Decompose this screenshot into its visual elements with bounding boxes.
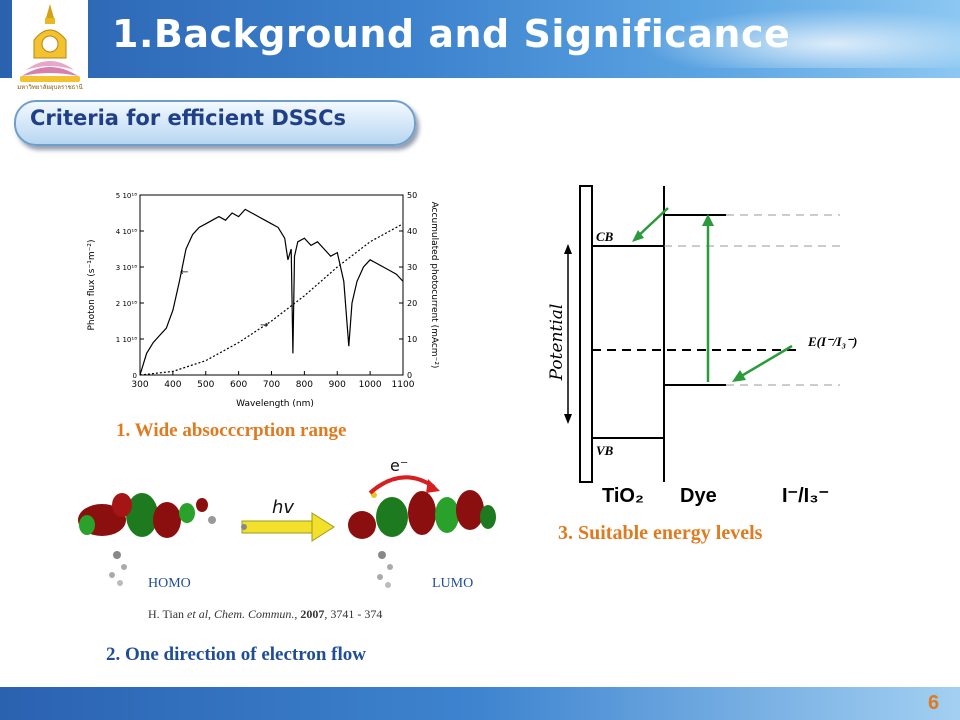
caption-electron-flow: 2. One direction of electron flow (106, 644, 366, 665)
hv-label: hv (272, 497, 294, 518)
citation-pages: , 3741 - 374 (324, 607, 383, 621)
homo-label: HOMO (148, 576, 191, 591)
chart-x-ticks: 300 400 500 600 700 800 900 1000 1100 (131, 371, 415, 390)
x-tick-label: 700 (263, 380, 280, 390)
citation-author: H. Tian (148, 607, 188, 621)
y-left-tick-label: 1 10¹⁸ (116, 336, 137, 344)
y-right-tick-label: 40 (407, 227, 417, 236)
y-right-tick-label: 50 (407, 191, 417, 200)
caption-absorption: 1. Wide absocccrption range (116, 420, 347, 441)
electrolyte-label: I⁻/I₃⁻ (782, 485, 829, 507)
x-tick-label: 300 (131, 380, 148, 390)
section-title: Criteria for efficient DSSCs (30, 106, 347, 130)
dye-label: Dye (680, 485, 717, 507)
injection-arrow (635, 207, 669, 239)
y-left-tick-label: 3 10¹⁸ (116, 264, 137, 272)
cb-label: CB (596, 229, 614, 244)
energy-level-diagram: Potential CB VB E(I⁻/I₃⁻) TiO₂ Dye I⁻/I₃… (547, 185, 857, 507)
header-cloud-decoration (640, 8, 960, 68)
photocurrent-series (139, 223, 404, 376)
y-left-tick-label: 0 (133, 372, 137, 380)
citation-year: 2007 (300, 607, 325, 621)
potential-label: Potential (547, 304, 567, 382)
light-excitation-arrow: hv (241, 497, 335, 542)
footer-bar (0, 687, 960, 720)
electron-transfer-arrow (368, 475, 436, 495)
current-arrow-indicator: → (260, 320, 268, 331)
chart-x-label: Wavelength (nm) (236, 399, 314, 409)
citation-etal: et al (187, 607, 209, 621)
tio2-electrode (579, 185, 593, 483)
vb-label: VB (596, 443, 614, 458)
tio2-label: TiO₂ (602, 485, 644, 507)
university-logo (12, 0, 88, 96)
redox-label: E(I⁻/I₃⁻) (807, 334, 857, 349)
regeneration-arrow (737, 344, 793, 380)
flux-arrow-indicator: ← (180, 267, 188, 278)
chart-y-left-ticks: 0 1 10¹⁸ 2 10¹⁸ 3 10¹⁸ 4 10¹⁸ 5 10¹⁸ (116, 192, 144, 380)
citation: H. Tian et al, Chem. Commun., 2007, 3741… (148, 607, 383, 621)
y-right-tick-label: 10 (407, 335, 417, 344)
x-tick-label: 900 (329, 380, 346, 390)
x-tick-label: 1000 (359, 380, 382, 390)
x-tick-label: 500 (197, 380, 214, 390)
x-tick-label: 400 (164, 380, 181, 390)
y-right-tick-label: 20 (407, 299, 417, 308)
page-title: 1.Background and Significance (112, 12, 791, 56)
chart-y-right-ticks: 0 10 20 30 40 50 (399, 191, 417, 380)
x-tick-label: 600 (230, 380, 247, 390)
logo-caption: มหาวิทยาลัยอุบลราชธานี (17, 85, 83, 91)
homo-molecule (78, 493, 216, 586)
chart-y-right-label: Accumulated photocurrent (mAcm⁻²) (429, 202, 439, 369)
y-right-tick-label: 0 (407, 371, 412, 380)
x-tick-label: 1100 (392, 380, 415, 390)
y-right-tick-label: 30 (407, 263, 417, 272)
citation-journal: Chem. Commun. (214, 607, 295, 621)
page-number: 6 (928, 692, 940, 714)
chart-y-left-label: Photon flux (s⁻¹m⁻²) (87, 240, 97, 331)
chart-plot-area (139, 194, 404, 376)
lumo-molecule (348, 490, 496, 588)
y-left-tick-label: 4 10¹⁸ (116, 228, 137, 236)
y-left-tick-label: 5 10¹⁸ (116, 192, 137, 200)
y-left-tick-label: 2 10¹⁸ (116, 300, 137, 308)
caption-energy-levels: 3. Suitable energy levels (558, 522, 763, 544)
x-tick-label: 800 (296, 380, 313, 390)
homo-lumo-figure: hv e⁻ (78, 456, 496, 588)
photon-flux-series (139, 208, 404, 376)
electron-label: e⁻ (390, 456, 408, 475)
lumo-label: LUMO (432, 576, 474, 591)
section-pill (14, 100, 416, 146)
